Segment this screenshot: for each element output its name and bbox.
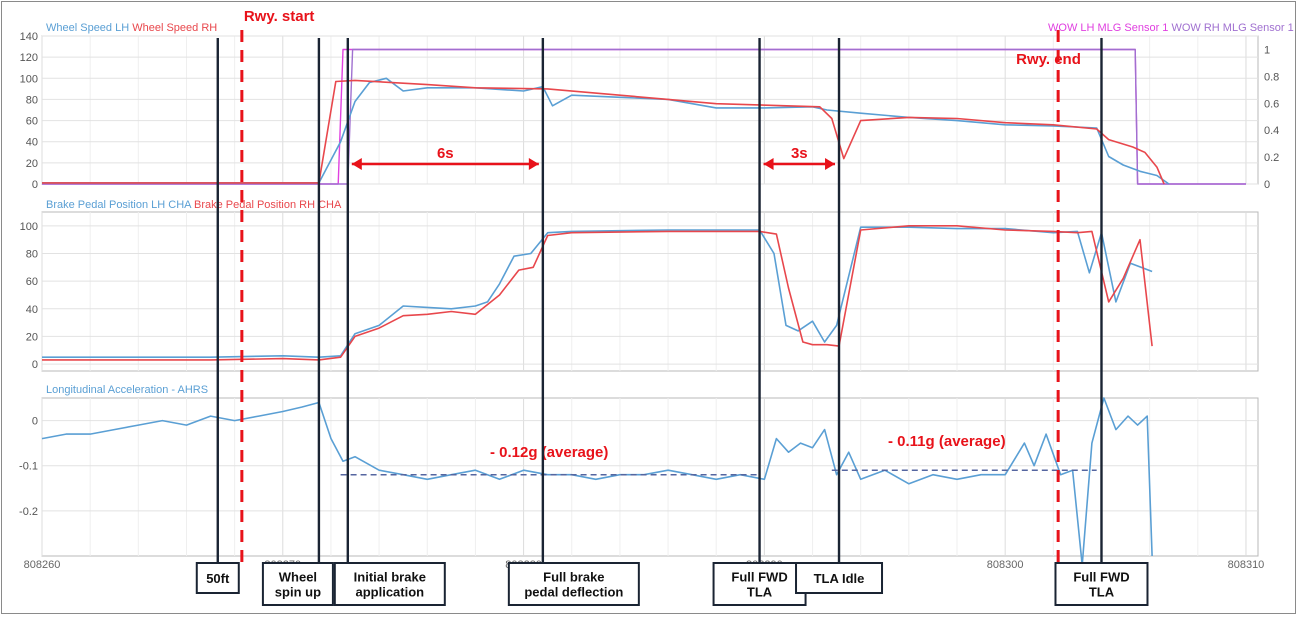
y-tick-label: 120 <box>20 52 38 64</box>
series-wheel-speed-rh <box>42 79 1165 185</box>
y-tick-label: 140 <box>20 31 38 43</box>
y2-tick-label: 0.4 <box>1264 125 1279 137</box>
interval-arrowhead <box>528 158 539 170</box>
interval-arrowhead <box>825 158 836 170</box>
legend-wheel-speed: Wheel Speed LH Wheel Speed RH <box>46 22 217 34</box>
legend-entry: WOW RH MLG Sensor 1 <box>1168 22 1293 34</box>
legend-entry: WOW LH MLG Sensor 1 <box>1048 22 1168 34</box>
y-tick-label: -0.1 <box>19 461 38 473</box>
y-tick-label: 100 <box>20 73 38 85</box>
event-label: Full brake <box>543 570 604 585</box>
y-tick-label: -0.2 <box>19 506 38 518</box>
y-tick-label: 60 <box>26 276 38 288</box>
event-box-frame <box>507 562 640 606</box>
y2-tick-label: 1 <box>1264 44 1270 56</box>
average-label: - 0.11g (average) <box>888 433 1006 450</box>
y-tick-label: 0 <box>32 179 38 191</box>
interval-arrowhead <box>351 158 362 170</box>
event-label: Full FWD <box>1073 570 1129 585</box>
legend-accel: Longitudinal Acceleration - AHRS <box>46 384 208 396</box>
runway-marker-label: Rwy. end <box>1016 51 1081 68</box>
plot-area <box>41 211 1259 372</box>
y-tick-label: 20 <box>26 331 38 343</box>
x-tick-label: 808310 <box>1228 559 1265 571</box>
event-label: application <box>355 585 424 600</box>
interval-arrowhead <box>763 158 774 170</box>
y2-tick-label: 0.8 <box>1264 71 1279 83</box>
y-tick-label: 100 <box>20 221 38 233</box>
x-tick-label: 808300 <box>987 559 1024 571</box>
event-box-frame <box>1054 562 1149 606</box>
wheel-speed-panel: 0 20 40 60 80 100 120 140 <box>20 31 1259 191</box>
event-box-frame <box>795 562 884 594</box>
y-tick-label: 0 <box>32 359 38 371</box>
event-label: Initial brake <box>354 570 426 585</box>
series-wow-rh <box>42 48 1246 185</box>
longitudinal-accel-panel: 0 -0.1 -0.2 <box>19 397 1259 557</box>
y-tick-label: 80 <box>26 248 38 260</box>
series-long-accel <box>41 397 1153 566</box>
interval-label: 6s <box>437 145 454 162</box>
y-tick-label: 40 <box>26 137 38 149</box>
x-tick-label: 808260 <box>24 559 61 571</box>
y2-tick-label: 0.6 <box>1264 98 1279 110</box>
y2-tick-label: 0 <box>1264 179 1270 191</box>
y2-tick-label: 0.2 <box>1264 152 1279 164</box>
event-label: spin up <box>275 585 321 600</box>
event-label: Wheel <box>279 570 317 585</box>
y-tick-label: 20 <box>26 158 38 170</box>
legend-entry: Wheel Speed LH <box>46 22 129 34</box>
event-label: pedal deflection <box>524 585 623 600</box>
y-tick-label: 0 <box>32 416 38 428</box>
legend-entry: Brake Pedal Position LH CHA <box>46 199 192 211</box>
average-label: - 0.12g (average) <box>490 444 608 461</box>
event-label: TLA <box>747 585 773 600</box>
plot-area <box>41 397 1259 557</box>
interval-label: 3s <box>791 145 808 162</box>
event-box-frame <box>195 562 240 594</box>
legend-entry: Longitudinal Acceleration - AHRS <box>46 384 208 396</box>
event-label-box: TLA Idle <box>795 562 884 594</box>
y-tick-label: 40 <box>26 304 38 316</box>
y-tick-label: 80 <box>26 94 38 106</box>
y-tick-label: 60 <box>26 116 38 128</box>
event-label: Full FWD <box>731 570 787 585</box>
event-box-frame <box>333 562 446 606</box>
event-label: TLA <box>1089 585 1115 600</box>
legend-entry: Brake Pedal Position RH CHA <box>191 199 342 211</box>
legend-wow: WOW LH MLG Sensor 1 WOW RH MLG Sensor 1 <box>1048 22 1294 34</box>
event-label: 50ft <box>206 571 230 586</box>
legend-brake-pedal: Brake Pedal Position LH CHA Brake Pedal … <box>46 199 342 211</box>
event-label-box: 50ft <box>195 562 240 594</box>
event-label: TLA Idle <box>814 571 865 586</box>
brake-pedal-panel: 0 20 40 60 80 100 <box>20 211 1259 372</box>
event-box-frame <box>712 562 807 606</box>
runway-marker-label: Rwy. start <box>244 8 315 25</box>
legend-entry: Wheel Speed RH <box>129 22 217 34</box>
event-box-frame <box>261 562 334 606</box>
